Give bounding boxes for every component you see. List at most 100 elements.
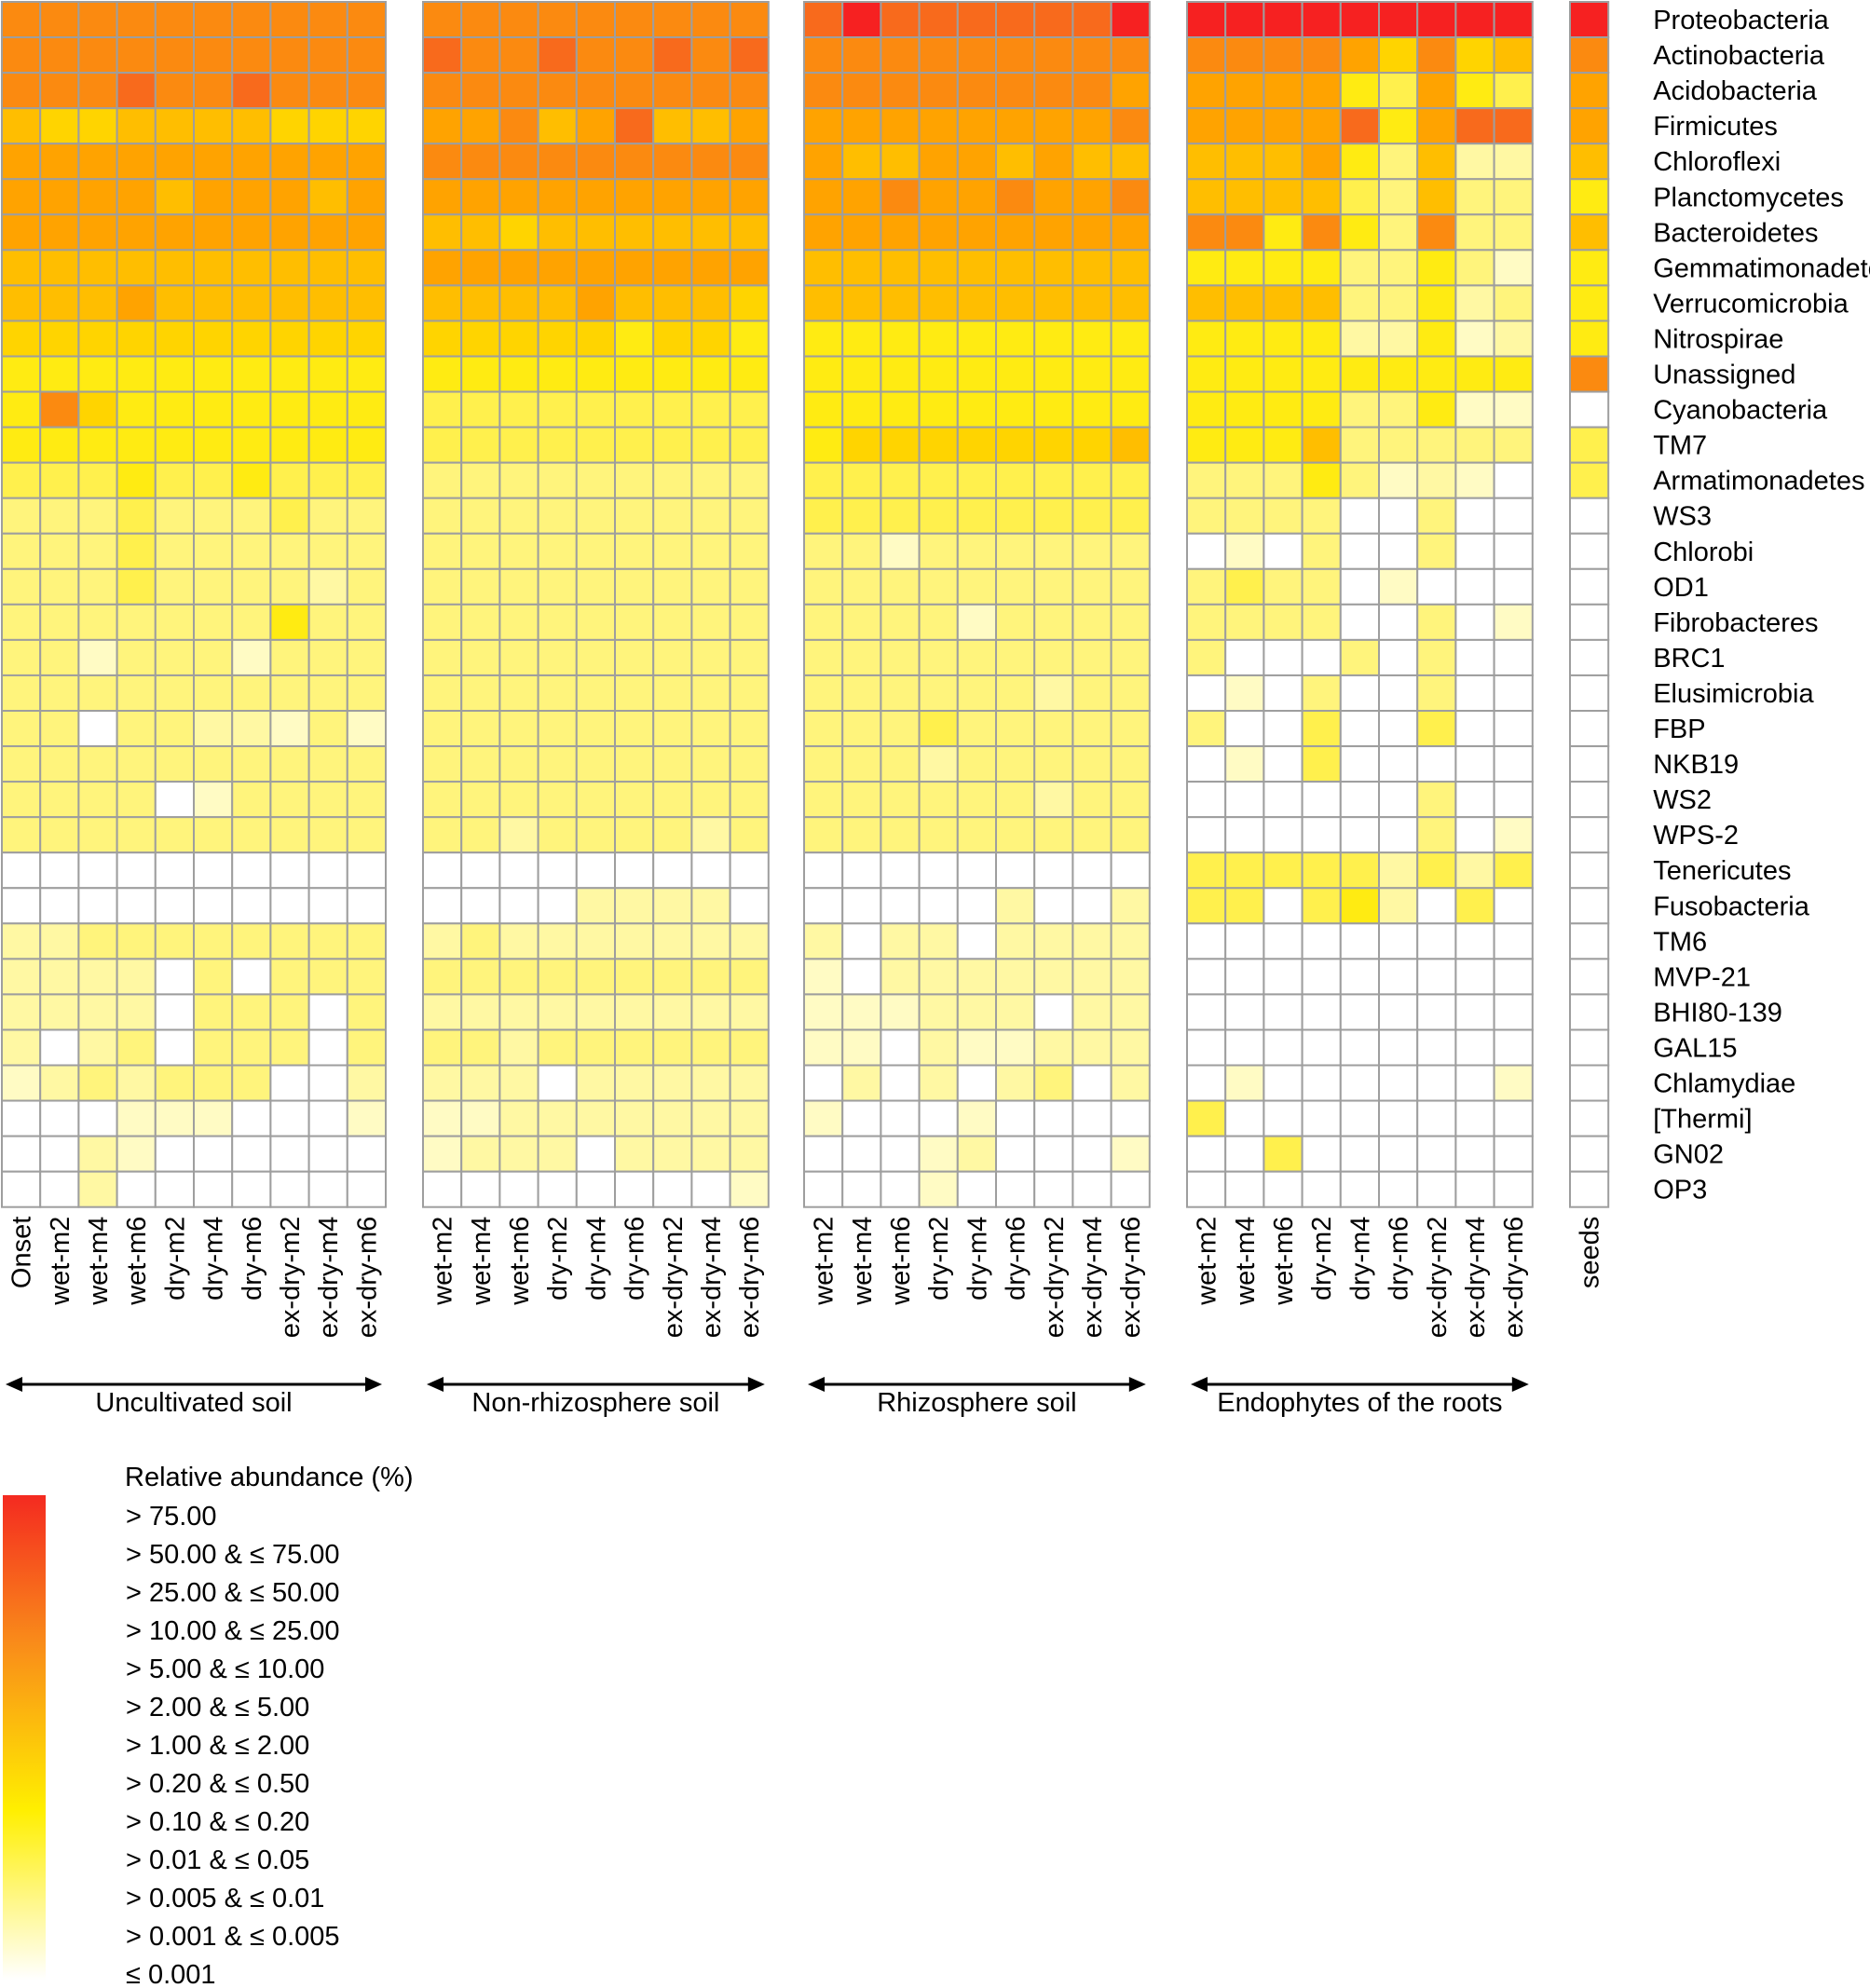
heatmap-cell — [1417, 569, 1455, 605]
heatmap-cell — [2, 959, 40, 994]
heatmap-cell — [1072, 817, 1111, 852]
heatmap-cell — [842, 73, 880, 108]
heatmap-cell — [423, 534, 461, 569]
heatmap-cell — [1303, 108, 1341, 143]
heatmap-cell — [1341, 711, 1379, 746]
heatmap-cell — [1072, 73, 1111, 108]
row-label: Tenericutes — [1653, 856, 1791, 886]
heatmap-cell — [156, 817, 194, 852]
heatmap-cell — [156, 37, 194, 73]
heatmap-cell — [2, 108, 40, 143]
heatmap-cell — [1303, 640, 1341, 675]
heatmap-cell — [653, 463, 691, 498]
heatmap-cell — [499, 746, 538, 782]
heatmap-cell — [1187, 994, 1225, 1029]
heatmap-cell — [461, 250, 499, 285]
heatmap-cell — [348, 285, 386, 320]
heatmap-cell — [348, 357, 386, 392]
heatmap-cell — [730, 1172, 769, 1207]
heatmap-cell — [499, 1137, 538, 1172]
heatmap-cell — [2, 1029, 40, 1065]
heatmap-cell — [842, 1066, 880, 1101]
heatmap-cell — [539, 37, 577, 73]
heatmap-cell — [730, 888, 769, 923]
heatmap-cell — [615, 357, 653, 392]
heatmap-cell — [499, 428, 538, 463]
heatmap-cell — [1455, 1029, 1494, 1065]
row-label: TM7 — [1653, 431, 1707, 461]
heatmap-cell — [2, 320, 40, 356]
heatmap-cell — [1570, 782, 1608, 817]
heatmap-cell — [1187, 357, 1225, 392]
heatmap-cell — [1263, 179, 1302, 214]
heatmap-cell — [194, 1101, 232, 1137]
heatmap-cell — [1417, 959, 1455, 994]
heatmap-cell — [842, 711, 880, 746]
heatmap-cell — [1417, 108, 1455, 143]
heatmap-cell — [40, 285, 78, 320]
heatmap-cell — [40, 1066, 78, 1101]
heatmap-cell — [1112, 711, 1150, 746]
heatmap-cell — [1187, 782, 1225, 817]
column-label: dry-m6 — [238, 1217, 267, 1300]
heatmap-cell — [804, 1137, 842, 1172]
heatmap-cell — [920, 250, 958, 285]
heatmap-cell — [40, 357, 78, 392]
heatmap-cell — [1225, 179, 1263, 214]
heatmap-cell — [539, 1066, 577, 1101]
heatmap-cell — [1263, 1172, 1302, 1207]
heatmap-cell — [1341, 2, 1379, 37]
row-label: [Thermi] — [1653, 1105, 1752, 1135]
heatmap-cell — [1034, 711, 1072, 746]
heatmap-cell — [615, 1066, 653, 1101]
heatmap-cell — [1379, 888, 1417, 923]
heatmap-cell — [842, 498, 880, 534]
heatmap-cell — [1341, 534, 1379, 569]
heatmap-cell — [691, 143, 730, 179]
heatmap-cell — [2, 640, 40, 675]
heatmap-cell — [309, 675, 348, 711]
heatmap-cell — [156, 250, 194, 285]
heatmap-cell — [117, 2, 156, 37]
heatmap-cell — [309, 817, 348, 852]
heatmap-cell — [1495, 852, 1533, 888]
heatmap-cell — [40, 2, 78, 37]
heatmap-cell — [40, 1172, 78, 1207]
heatmap-cell — [499, 285, 538, 320]
heatmap-cell — [958, 675, 996, 711]
heatmap-cell — [691, 923, 730, 959]
heatmap-cell — [691, 746, 730, 782]
heatmap-cell — [1417, 994, 1455, 1029]
heatmap-cell — [1187, 250, 1225, 285]
heatmap-cell — [270, 1029, 308, 1065]
heatmap-cell — [1112, 108, 1150, 143]
heatmap-cell — [1495, 569, 1533, 605]
heatmap-cell — [1379, 534, 1417, 569]
heatmap-cell — [1379, 746, 1417, 782]
heatmap-cell — [539, 108, 577, 143]
heatmap-cell — [117, 428, 156, 463]
heatmap-cell — [40, 994, 78, 1029]
heatmap-cell — [653, 179, 691, 214]
heatmap-cell — [880, 498, 919, 534]
heatmap-cell — [577, 357, 615, 392]
heatmap-cell — [615, 2, 653, 37]
heatmap-cell — [539, 143, 577, 179]
heatmap-cell — [653, 320, 691, 356]
heatmap-cell — [1341, 605, 1379, 640]
heatmap-cell — [691, 320, 730, 356]
legend-label: > 5.00 & ≤ 10.00 — [126, 1654, 324, 1684]
heatmap-cell — [996, 1172, 1034, 1207]
heatmap-cell — [1225, 1137, 1263, 1172]
heatmap-cell — [1570, 675, 1608, 711]
heatmap-cell — [730, 1101, 769, 1137]
heatmap-cell — [1417, 1172, 1455, 1207]
heatmap-cell — [1495, 108, 1533, 143]
heatmap-cell — [1570, 179, 1608, 214]
heatmap-cell — [1303, 179, 1341, 214]
heatmap-cell — [348, 179, 386, 214]
heatmap-cell — [1341, 108, 1379, 143]
heatmap-cell — [1112, 782, 1150, 817]
heatmap-cell — [1455, 1137, 1494, 1172]
heatmap-cell — [78, 1066, 116, 1101]
